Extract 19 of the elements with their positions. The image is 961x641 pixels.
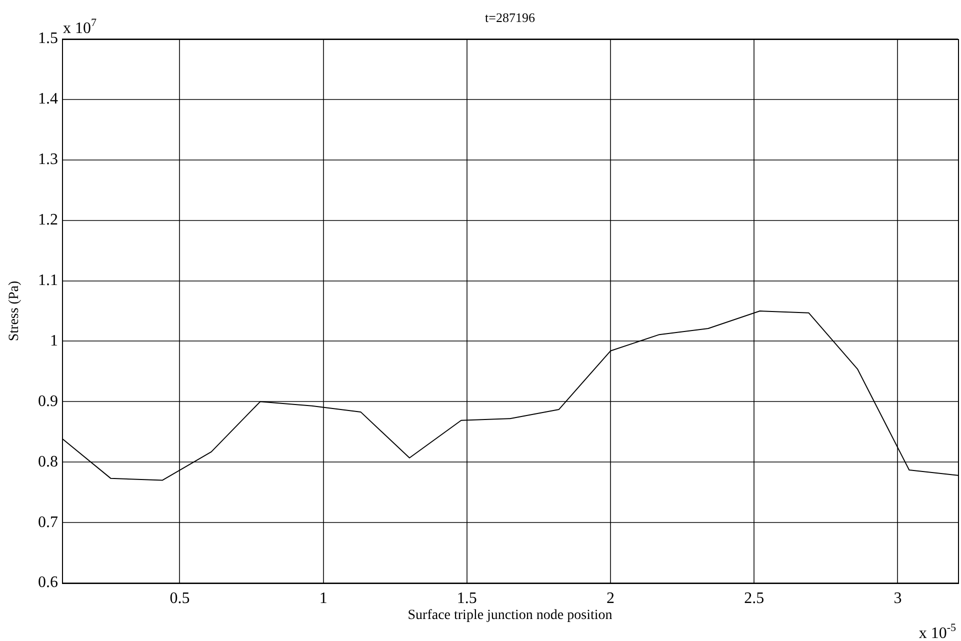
y-tick-label: 0.6 <box>38 574 58 592</box>
y-tick-label: 1.4 <box>38 90 58 108</box>
y-tick-label: 1.1 <box>38 272 58 289</box>
x-tick-label: 3 <box>894 590 902 607</box>
y-tick-label: 1.2 <box>38 212 58 229</box>
y-tick-label: 0.8 <box>38 453 58 470</box>
x-axis-title: Surface triple junction node position <box>408 608 612 623</box>
y-tick-label: 0.9 <box>38 392 58 410</box>
y-tick-label: 1 <box>50 332 58 350</box>
x-tick-label: 0.5 <box>170 590 190 607</box>
chart-title: t=287196 <box>485 10 536 25</box>
x-tick-label: 1 <box>319 590 328 607</box>
x-tick-label: 2.5 <box>744 590 764 607</box>
x-tick-label: 2 <box>606 590 615 607</box>
y-tick-label: 0.7 <box>38 514 58 531</box>
y-tick-label: 1.3 <box>38 151 58 168</box>
x-tick-label: 1.5 <box>456 590 477 607</box>
y-axis-title: Stress (Pa) <box>7 280 22 342</box>
y-tick-label: 1.5 <box>38 30 58 48</box>
